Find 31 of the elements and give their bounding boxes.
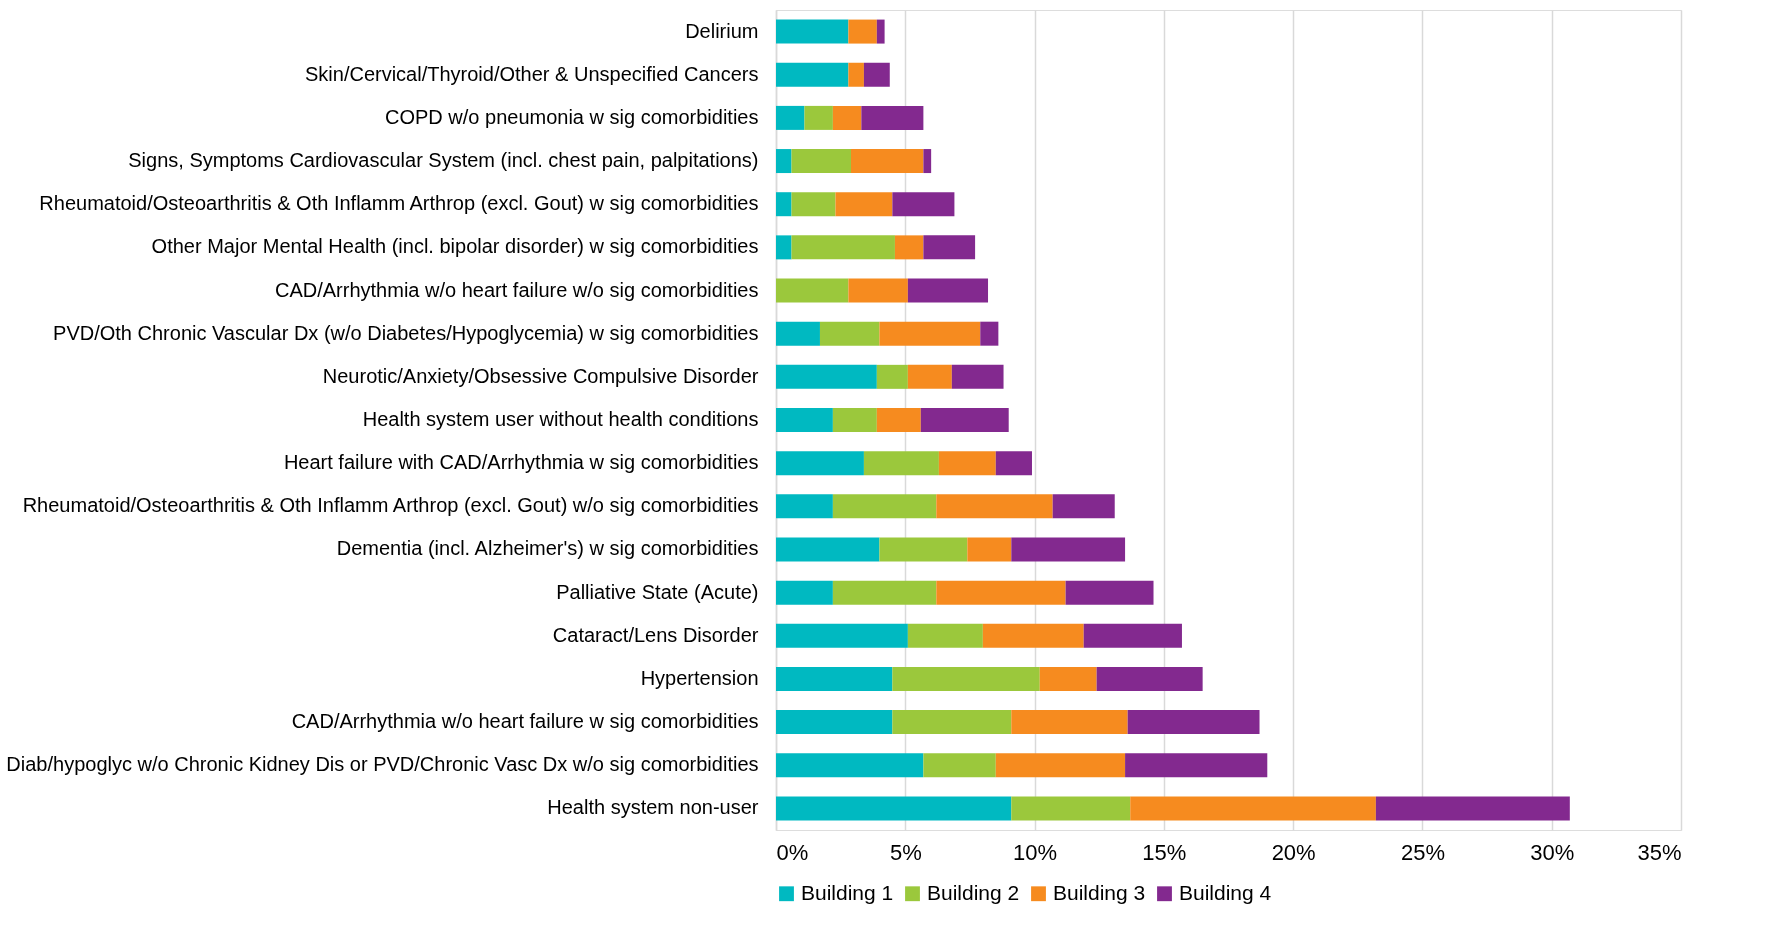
x-tick-label: 20%: [1271, 839, 1316, 865]
legend-label: Building 1: [801, 880, 894, 904]
y-tick-label: Cataract/Lens Disorder: [552, 623, 759, 646]
y-tick-label: Hypertension: [640, 666, 759, 689]
y-tick-label: Rheumatoid/Osteoarthritis & Oth Inflamm Arthrop (excl. Gout) w sig comorbidities: [39, 192, 759, 215]
y-tick-label: COPD w/o pneumonia w sig comorbidities: [385, 105, 759, 128]
y-tick-label: Health system non-user: [547, 796, 759, 819]
y-tick-label: Heart failure with CAD/Arrhythmia w sig comorbidities: [283, 451, 759, 474]
y-tick-label: CAD/Arrhythmia w/o heart failure w sig comorbidities: [291, 710, 759, 733]
x-tick-label: 35%: [1637, 839, 1682, 865]
y-tick-label: Signs, Symptoms Cardiovascular System (incl. chest pain, palpitations): [128, 149, 759, 172]
x-tick-label: 5%: [889, 839, 922, 865]
x-tick-label: 0%: [776, 839, 809, 865]
y-tick-label: Neurotic/Anxiety/Obsessive Compulsive Disorder: [322, 364, 759, 387]
y-tick-label: Other Major Mental Health (incl. bipolar disorder) w sig comorbidities: [151, 235, 759, 258]
legend-label: Building 3: [1053, 880, 1146, 904]
y-tick-label: Health system user without health conditions: [362, 408, 759, 430]
legend-label: Building 4: [1179, 880, 1272, 904]
y-tick-label: Skin/Cervical/Thyroid/Other & Unspecified Cancers: [304, 62, 759, 85]
x-tick-label: 25%: [1400, 839, 1445, 865]
legend-label: Building 2: [927, 880, 1020, 904]
y-tick-label: CAD/Arrhythmia w/o heart failure w/o sig comorbidities: [274, 278, 759, 301]
y-tick-label: PVD/Oth Chronic Vascular Dx (w/o Diabetes/Hypoglycemia) w sig comorbidities: [53, 321, 759, 344]
y-tick-label: Palliative State (Acute): [556, 580, 759, 603]
x-tick-label: 10%: [1013, 839, 1058, 865]
y-tick-label: Diab/hypoglyc w/o Chronic Kidney Dis or PVD/Chronic Vasc Dx w/o sig comorbidities: [6, 753, 759, 776]
y-tick-label: Dementia (incl. Alzheimer's) w sig comorbidities: [336, 537, 759, 560]
x-tick-label: 30%: [1530, 839, 1575, 865]
y-tick-label: Rheumatoid/Osteoarthritis & Oth Inflamm Arthrop (excl. Gout) w/o sig comorbidities: [22, 494, 759, 517]
y-tick-label: Delirium: [685, 19, 759, 42]
x-tick-label: 15%: [1142, 839, 1187, 865]
